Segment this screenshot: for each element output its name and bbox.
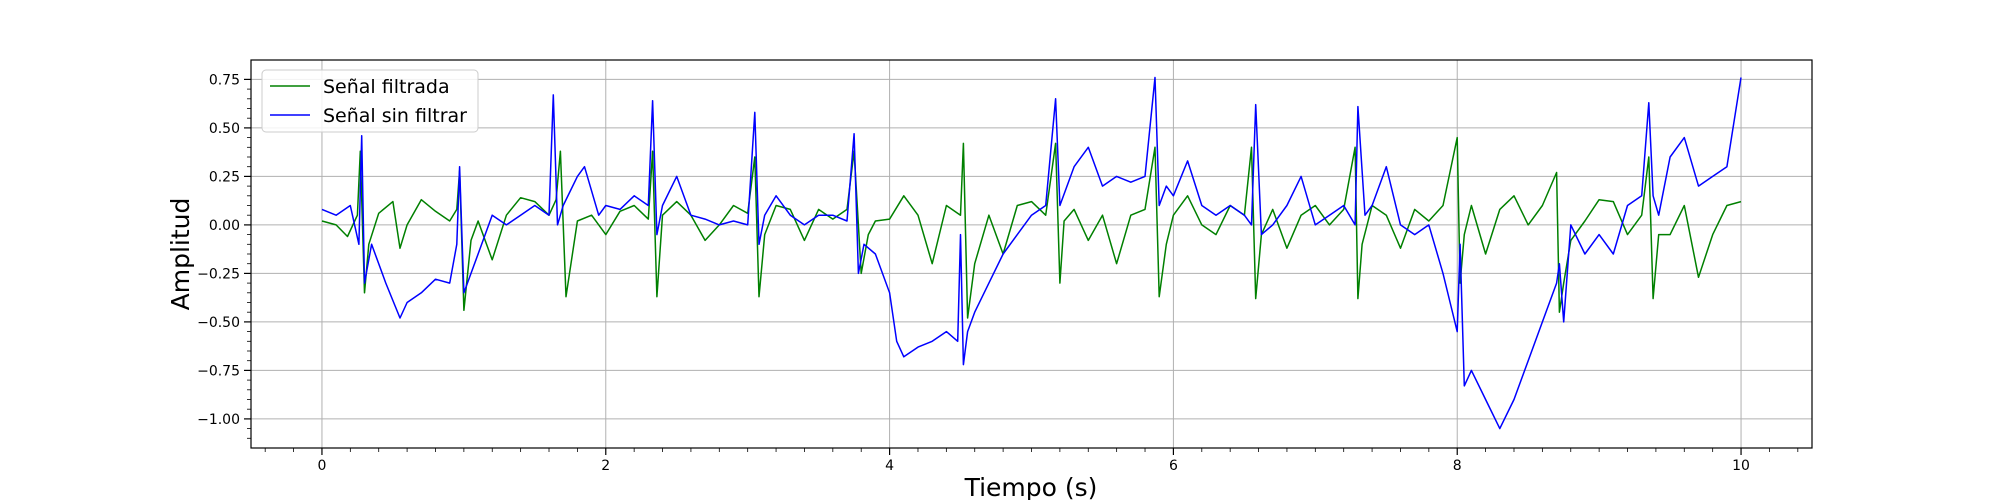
legend-label-sin-filtrar: Señal sin filtrar xyxy=(323,105,467,127)
legend-label-filtrada: Señal filtrada xyxy=(323,76,450,98)
legend: Señal filtrada Señal sin filtrar xyxy=(261,69,479,133)
x-tick-label: 8 xyxy=(1453,458,1462,474)
y-tick-label: 0.00 xyxy=(209,218,240,234)
y-tick-label: −0.50 xyxy=(197,315,240,331)
axis-ticks: 0 2 4 6 8 10 0.75 0.50 0.25 0.00 −0.25 −0.50 −0.75 −1… xyxy=(197,72,1799,474)
series-lines xyxy=(321,76,1742,430)
x-tick-label: 2 xyxy=(601,458,610,474)
series-line-filtrada xyxy=(321,136,1742,319)
y-tick-label: 0.25 xyxy=(209,169,240,185)
x-tick-label: 4 xyxy=(885,458,894,474)
x-tick-label: 0 xyxy=(317,458,326,474)
y-tick-label: −1.00 xyxy=(197,412,240,428)
y-tick-label: −0.75 xyxy=(197,363,240,379)
y-tick-label: 0.50 xyxy=(209,121,240,137)
y-tick-label: 0.75 xyxy=(209,72,240,88)
x-tick-label: 6 xyxy=(1169,458,1178,474)
x-tick-label: 10 xyxy=(1732,458,1750,474)
x-axis-label: Tiempo (s) xyxy=(964,473,1098,500)
y-axis-label: Amplitud xyxy=(166,198,195,311)
series-line-sin-filtrar xyxy=(321,76,1742,430)
legend-box xyxy=(261,69,479,133)
grid-lines xyxy=(251,60,1812,448)
y-tick-label: −0.25 xyxy=(197,266,240,282)
